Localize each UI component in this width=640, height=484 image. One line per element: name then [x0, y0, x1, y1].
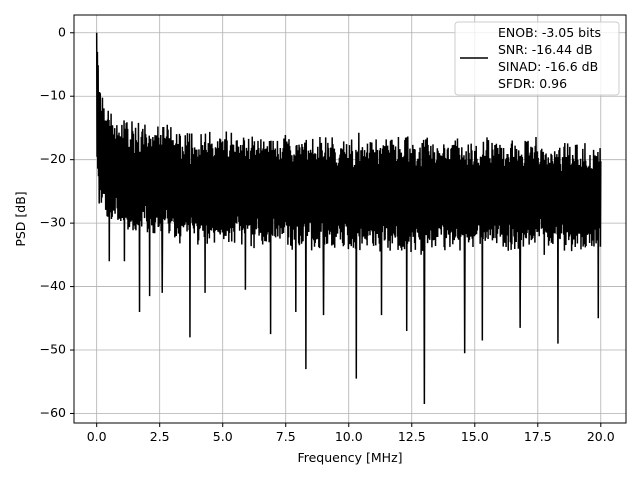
x-tick-label: 15.0 [461, 429, 489, 444]
x-tick-label: 0.0 [87, 429, 107, 444]
legend-snr: SNR: -16.44 dB [498, 42, 593, 57]
legend-sinad: SINAD: -16.6 dB [498, 59, 598, 74]
psd-series-line [95, 32, 602, 404]
x-axis-label: Frequency [MHz] [297, 450, 402, 465]
x-tick-label: 12.5 [398, 429, 426, 444]
axes-frame [73, 14, 627, 424]
x-tick-label: 5.0 [213, 429, 233, 444]
legend: ENOB: -3.05 bits SNR: -16.44 dB SINAD: -… [454, 21, 620, 96]
x-tick-label: 17.5 [524, 429, 552, 444]
x-tick-label: 2.5 [150, 429, 170, 444]
legend-box [454, 21, 620, 96]
legend-sfdr: SFDR: 0.96 [498, 76, 567, 91]
y-axis-label: PSD [dB] [13, 191, 28, 246]
x-tick-label: 10.0 [335, 429, 363, 444]
x-tick-label: 7.5 [276, 429, 296, 444]
plot-area [95, 32, 602, 404]
y-tick-label: −40 [40, 278, 66, 293]
y-tick-label: −30 [40, 215, 66, 230]
x-tick-label: 20.0 [587, 429, 615, 444]
y-tick-label: −10 [40, 88, 66, 103]
y-tick-label: −20 [40, 151, 66, 166]
y-tick-label: −50 [40, 342, 66, 357]
axis-ticks: 0.0 2.5 5.0 7.5 10.0 12.5 15.0 17.5 20.0 0 −10 −20 −… [40, 24, 615, 444]
y-tick-label: −60 [40, 405, 66, 420]
y-tick-label: 0 [58, 24, 66, 39]
legend-enob: ENOB: -3.05 bits [498, 25, 601, 40]
